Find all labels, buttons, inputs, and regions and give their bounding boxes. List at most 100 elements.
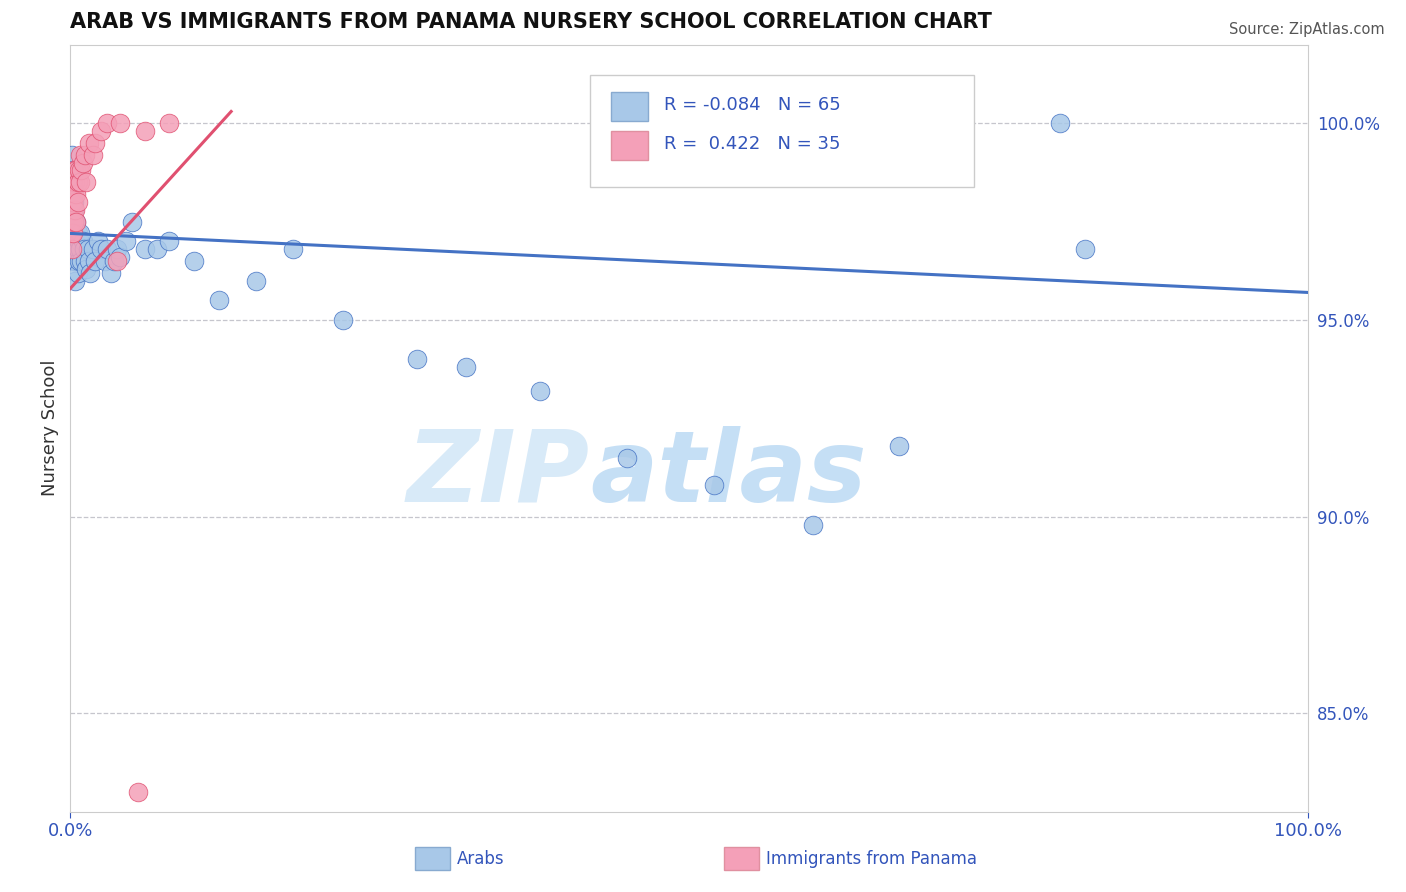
Point (75, 175, 97, 189)
Point (67, 163, 90, 178)
Point (66, 175, 89, 189)
Point (96, 242, 118, 256)
Point (100, 266, 122, 280)
FancyBboxPatch shape (612, 130, 648, 160)
Point (1049, 116, 1071, 130)
Point (79, 266, 101, 280)
Text: R = -0.084   N = 65: R = -0.084 N = 65 (664, 96, 841, 114)
Y-axis label: Nursery School: Nursery School (41, 359, 59, 497)
Point (332, 313, 354, 327)
Point (60, 227, 83, 241)
Text: Arabs: Arabs (457, 850, 505, 868)
Point (84, 254, 107, 268)
Point (65, 175, 87, 189)
Point (63, 227, 86, 241)
Point (72, 155, 94, 169)
Point (208, 293, 231, 308)
Point (65, 214, 87, 228)
Point (146, 242, 169, 256)
Point (66, 227, 89, 241)
Point (121, 214, 143, 228)
Point (65, 187, 87, 202)
Point (103, 254, 125, 268)
Point (60, 147, 83, 161)
Point (105, 254, 128, 268)
Point (62, 202, 84, 217)
Point (60, 194, 83, 209)
Point (60, 242, 83, 256)
Point (62, 163, 84, 178)
Text: R =  0.422   N = 35: R = 0.422 N = 35 (664, 135, 841, 153)
Point (134, 242, 156, 256)
Point (60, 214, 83, 228)
Point (73, 242, 96, 256)
Point (134, 124, 156, 138)
Point (63, 187, 86, 202)
Point (65, 274, 87, 288)
Point (456, 360, 478, 375)
Point (90, 242, 112, 256)
Point (96, 116, 118, 130)
Point (60, 175, 83, 189)
Point (69, 147, 91, 161)
Point (60, 214, 83, 228)
Point (63, 202, 86, 217)
Point (62, 227, 84, 241)
Point (115, 235, 138, 249)
Point (86, 235, 108, 249)
Point (127, 785, 149, 799)
Point (66, 194, 89, 209)
Point (62, 187, 84, 202)
Point (90, 124, 112, 138)
Point (65, 235, 87, 249)
Text: Source: ZipAtlas.com: Source: ZipAtlas.com (1229, 22, 1385, 37)
Point (62, 194, 84, 209)
Point (65, 214, 87, 228)
Point (65, 242, 87, 256)
Point (616, 450, 638, 465)
Point (157, 235, 180, 249)
Point (157, 116, 180, 130)
Point (76, 242, 98, 256)
Point (65, 235, 87, 249)
FancyBboxPatch shape (591, 75, 973, 186)
Point (84, 136, 107, 150)
Point (65, 254, 87, 268)
Point (1074, 242, 1097, 256)
Point (60, 194, 83, 209)
Text: atlas: atlas (591, 425, 866, 523)
Text: ARAB VS IMMIGRANTS FROM PANAMA NURSERY SCHOOL CORRELATION CHART: ARAB VS IMMIGRANTS FROM PANAMA NURSERY S… (70, 12, 993, 32)
FancyBboxPatch shape (612, 92, 648, 121)
Point (62, 175, 84, 189)
Point (281, 242, 304, 256)
Text: Immigrants from Panama: Immigrants from Panama (766, 850, 977, 868)
Point (65, 214, 87, 228)
Point (75, 147, 97, 161)
Point (105, 242, 128, 256)
Point (63, 254, 86, 268)
Point (67, 235, 90, 249)
Point (62, 242, 84, 256)
Point (70, 254, 93, 268)
Point (801, 517, 824, 532)
Point (66, 242, 89, 256)
Point (183, 254, 205, 268)
Point (82, 242, 104, 256)
Text: ZIP: ZIP (406, 425, 591, 523)
Point (77, 136, 100, 150)
Point (65, 163, 87, 178)
Point (70, 163, 93, 178)
Point (405, 352, 427, 367)
Point (889, 439, 911, 453)
Point (63, 194, 86, 209)
Point (72, 235, 94, 249)
Point (69, 242, 91, 256)
Point (65, 202, 87, 217)
Point (75, 261, 97, 276)
Point (69, 227, 91, 241)
Point (62, 202, 84, 217)
Point (60, 235, 83, 249)
Point (82, 147, 104, 161)
Point (67, 254, 90, 268)
Point (77, 254, 100, 268)
